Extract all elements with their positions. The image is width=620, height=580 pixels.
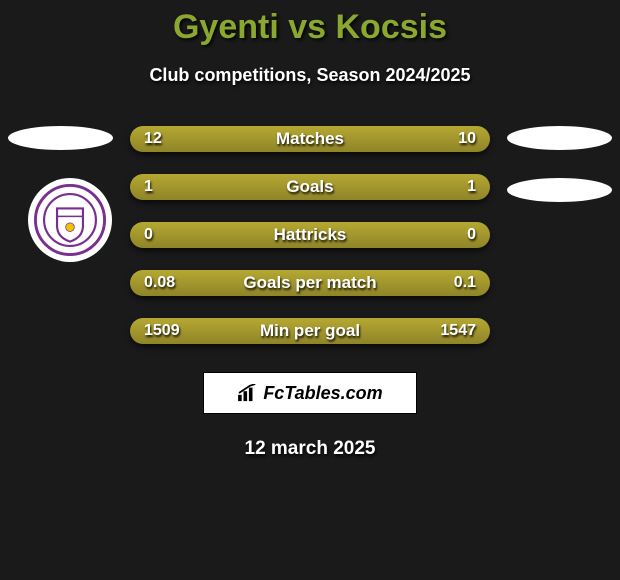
fctables-logo: FcTables.com <box>203 372 417 414</box>
stat-label: Matches <box>130 129 490 149</box>
stat-row: 1Goals1 <box>130 174 490 200</box>
stat-row: 12Matches10 <box>130 126 490 152</box>
stat-row: 0Hattricks0 <box>130 222 490 248</box>
player-right-avatar-placeholder <box>507 126 612 150</box>
club-right-badge-placeholder <box>507 178 612 202</box>
subtitle: Club competitions, Season 2024/2025 <box>0 65 620 86</box>
stat-row: 0.08Goals per match0.1 <box>130 270 490 296</box>
player-left-avatar-placeholder <box>8 126 113 150</box>
stat-row: 1509Min per goal1547 <box>130 318 490 344</box>
date-label: 12 march 2025 <box>0 438 620 460</box>
stat-value-right: 1547 <box>440 322 476 340</box>
fctables-logo-text: FcTables.com <box>263 383 382 404</box>
stat-value-right: 0 <box>467 226 476 244</box>
stat-label: Goals <box>130 177 490 197</box>
bar-chart-icon <box>237 384 259 402</box>
stat-label: Hattricks <box>130 225 490 245</box>
stat-value-right: 10 <box>458 130 476 148</box>
stat-label: Min per goal <box>130 321 490 341</box>
bekescsaba-badge-icon <box>34 184 106 256</box>
infographic-container: Gyenti vs Kocsis Club competitions, Seas… <box>0 0 620 580</box>
page-title: Gyenti vs Kocsis <box>0 8 620 47</box>
stat-label: Goals per match <box>130 273 490 293</box>
stat-value-right: 1 <box>467 178 476 196</box>
stat-value-right: 0.1 <box>454 274 476 292</box>
club-left-badge <box>28 178 112 262</box>
